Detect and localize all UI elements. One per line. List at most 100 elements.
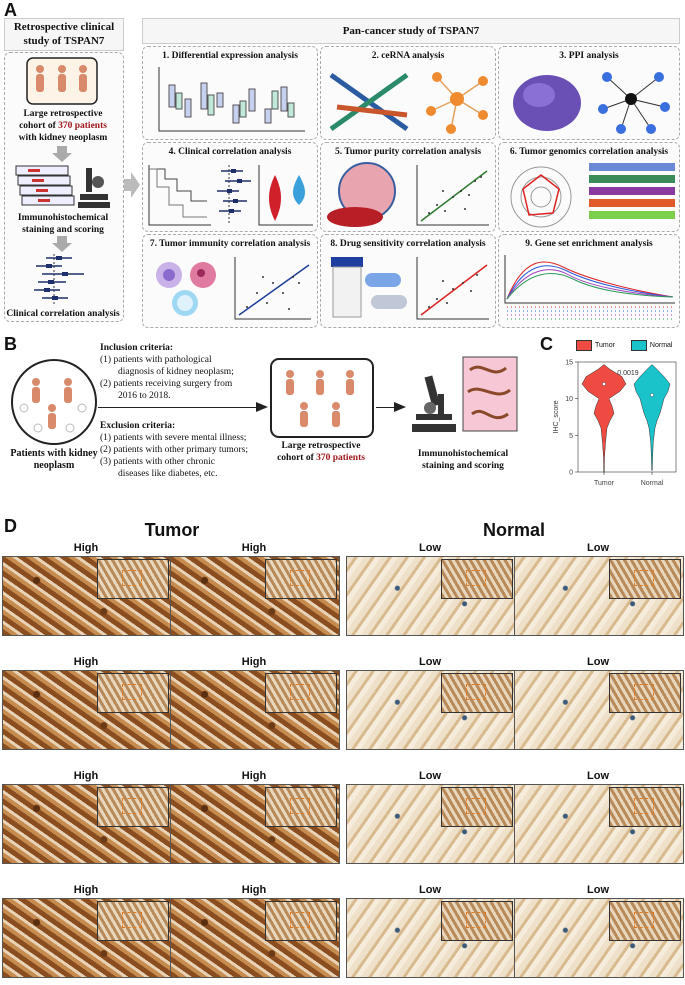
survival-forest-violin-icon — [148, 165, 313, 226]
ihc-inset — [265, 787, 337, 827]
right-arrow-icon — [124, 172, 140, 198]
ihc-inset — [97, 787, 169, 827]
microscope-icon — [412, 375, 456, 432]
normal-label: Low — [587, 656, 609, 668]
normal-ihc-image — [514, 556, 684, 636]
x-tick-label: Normal — [641, 480, 664, 487]
normal-ihc-image — [514, 670, 684, 750]
legend-tumor: Tumor — [576, 340, 615, 351]
x-tick-label: Tumor — [594, 480, 615, 487]
tumor-ihc-image — [170, 670, 340, 750]
tumor-label: High — [73, 884, 99, 896]
violin-normal — [633, 364, 671, 471]
normal-label: Low — [419, 656, 441, 668]
legend-swatch-normal — [630, 340, 647, 351]
radar-heatmap-icon — [510, 163, 675, 228]
tumor-label: High — [73, 656, 99, 668]
ihc-inset — [609, 673, 681, 713]
y-tick-label: 0 — [569, 470, 573, 477]
retrospective-title: Retrospective clinical study of TSPAN7 — [4, 18, 124, 51]
cell-clinical-correlation: 4. Clinical correlation analysis — [142, 142, 318, 232]
down-arrow-icon — [52, 146, 72, 162]
normal-ihc-image — [346, 784, 516, 864]
tumor-title: Tumor — [144, 520, 200, 540]
ihc-inset — [609, 787, 681, 827]
flow-line — [98, 407, 260, 408]
normal-title: Normal — [482, 520, 545, 540]
cell-ppi: 3. PPI analysis — [498, 46, 680, 140]
ihc-inset — [97, 901, 169, 941]
cell-tumor-immunity: 7. Tumor immunity correlation analysis — [142, 234, 318, 328]
panel-letter-b: B — [4, 334, 17, 354]
median-point-tumor — [602, 382, 606, 386]
normal-ihc-image — [346, 556, 516, 636]
tumor-label: High — [241, 656, 267, 668]
normal-label: Low — [419, 884, 441, 896]
ihc-inset — [441, 787, 513, 827]
rna-network-icon — [329, 72, 488, 134]
ihc-text-b: Immunohistochemical staining and scoring — [417, 449, 509, 471]
chart-legend: Tumor Normal — [576, 340, 672, 351]
normal-label: Low — [587, 542, 609, 554]
ihc-text-a: Immunohistochemical staining and scoring — [17, 213, 109, 235]
cell-drug-sensitivity: 8. Drug sensitivity correlation analysis — [320, 234, 496, 328]
cell-tumor-genomics: 6. Tumor genomics correlation analysis — [498, 142, 680, 232]
cohort-group-icon — [270, 358, 374, 438]
median-point-normal — [650, 393, 654, 397]
normal-ihc-image — [346, 898, 516, 978]
tumor-ihc-image — [170, 898, 340, 978]
ihc-inset — [97, 673, 169, 713]
normal-ihc-image — [346, 670, 516, 750]
tumor-label: High — [241, 770, 267, 782]
normal-ihc-image — [514, 898, 684, 978]
cell-gsea: 9. Gene set enrichment analysis — [498, 234, 680, 328]
p-value-label: 0.0019 — [617, 370, 639, 377]
ihc-inset — [265, 901, 337, 941]
normal-label: Low — [419, 770, 441, 782]
panel-letter-d: D — [4, 516, 17, 536]
panel-letter-a: A — [4, 0, 17, 20]
tumor-label: High — [73, 542, 99, 554]
ihc-inset — [441, 673, 513, 713]
tumor-ihc-image — [2, 784, 172, 864]
cell-cerna: 2. ceRNA analysis — [320, 46, 496, 140]
y-axis-label: IHC_score — [553, 400, 560, 433]
tumor-ihc-image — [170, 556, 340, 636]
exclusion-criteria: Exclusion criteria: (1) patients with se… — [100, 421, 249, 479]
ihc-inset — [265, 559, 337, 599]
legend-swatch-tumor — [576, 340, 592, 351]
violin-chart: 0 5 10 15 IHC_score Tumor Normal 0.0019 — [553, 360, 677, 487]
pan-cancer-title: Pan-cancer study of TSPAN7 — [142, 18, 680, 44]
legend-normal: Normal — [630, 340, 672, 351]
immune-cell-scatter-icon — [156, 257, 311, 320]
ihc-tissue-icon — [462, 356, 518, 432]
violin-tumor — [581, 364, 627, 473]
inclusion-criteria: Inclusion criteria: (1) patients with pa… — [100, 343, 234, 401]
ihc-inset — [609, 901, 681, 941]
clinical-text-a: Clinical correlation analysis — [6, 309, 120, 319]
cohort-text-b: Large retrospective cohort of 370 patien… — [277, 441, 365, 463]
cell-tumor-purity: 5. Tumor purity correlation analysis — [320, 142, 496, 232]
ihc-inset — [609, 559, 681, 599]
normal-ihc-image — [514, 784, 684, 864]
tumor-ihc-image — [2, 556, 172, 636]
flow-arrow-icon — [256, 402, 268, 412]
ihc-inset — [441, 559, 513, 599]
y-tick-label: 10 — [565, 396, 573, 403]
boxplot-icon — [158, 67, 305, 132]
y-tick-label: 5 — [569, 433, 573, 440]
forest-plot-icon — [34, 254, 84, 306]
tumor-ihc-image — [2, 670, 172, 750]
gsea-curve-icon — [504, 255, 675, 320]
ihc-inset — [265, 673, 337, 713]
cell-differential-expression: 1. Differential expression analysis — [142, 46, 318, 140]
flow-line-2 — [376, 407, 396, 408]
normal-label: Low — [419, 542, 441, 554]
drug-scatter-icon — [331, 257, 489, 320]
tumor-label: High — [241, 542, 267, 554]
ihc-inset — [97, 559, 169, 599]
tumor-label: High — [241, 884, 267, 896]
normal-label: Low — [587, 770, 609, 782]
protein-network-icon — [513, 72, 670, 134]
panel-letter-c: C — [540, 334, 553, 354]
